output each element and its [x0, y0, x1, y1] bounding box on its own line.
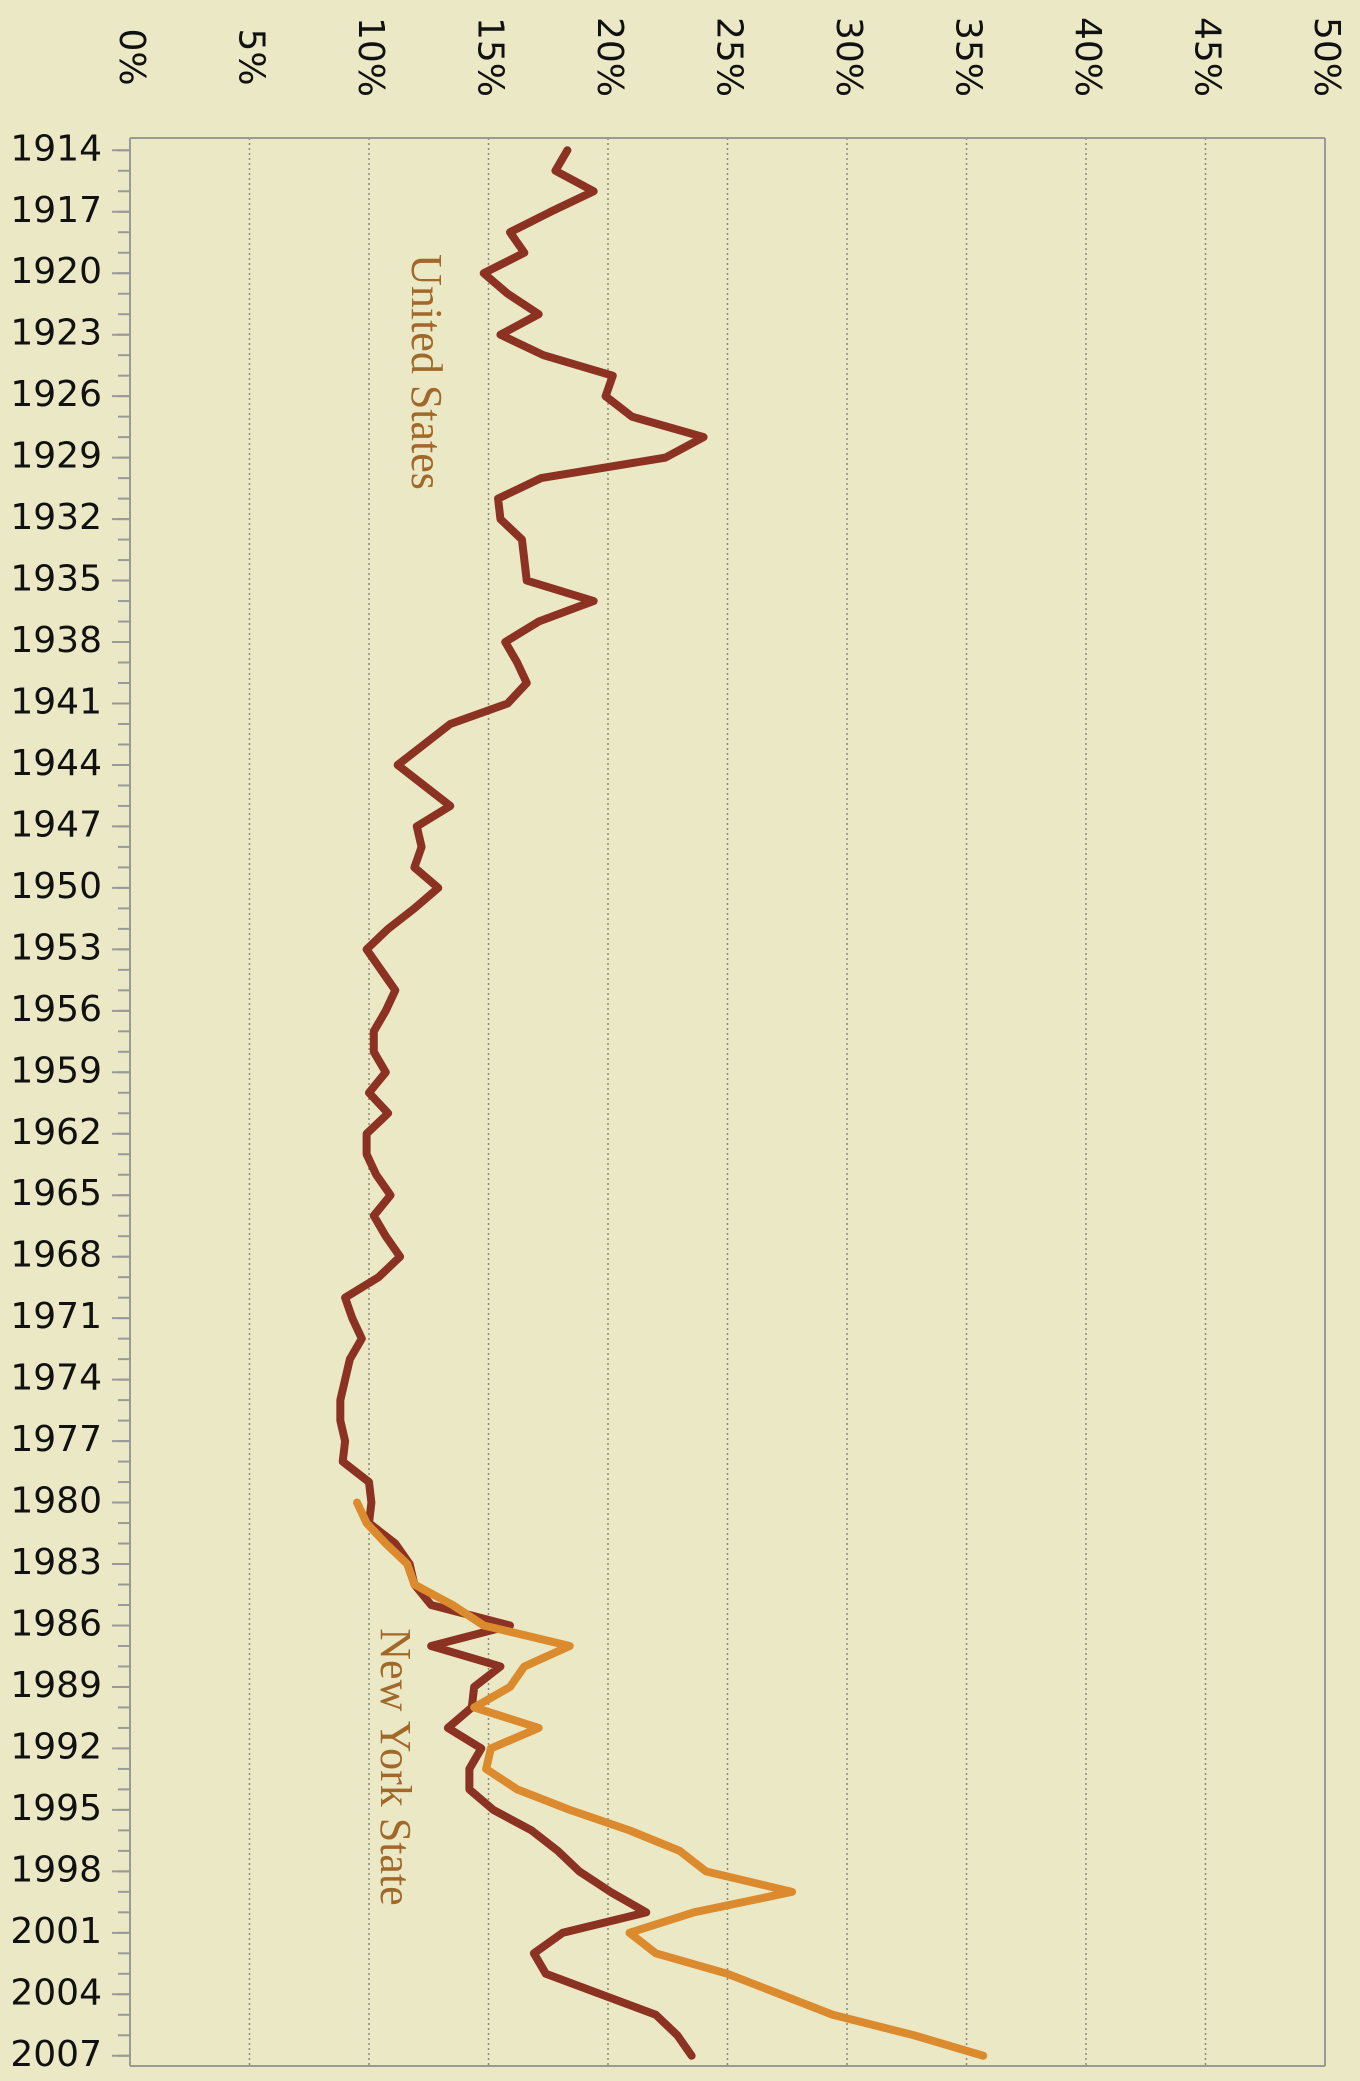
- x-tick-label: 1923: [10, 313, 102, 354]
- x-tick-label: 2007: [10, 2034, 102, 2075]
- line-series: [353, 1498, 988, 2060]
- x-tick-label: 1935: [10, 559, 102, 600]
- y-tick-label: 10%: [350, 17, 391, 97]
- x-tick-label: 1959: [10, 1050, 102, 1091]
- y-tick-label: 50%: [1306, 17, 1347, 97]
- x-tick-label: 1983: [10, 1542, 102, 1583]
- x-tick-label: 1929: [10, 436, 102, 477]
- y-tick-label: 35%: [948, 17, 989, 97]
- x-tick-label: 1953: [10, 927, 102, 968]
- x-tick-label: 1956: [10, 989, 102, 1030]
- x-tick-label: 1986: [10, 1603, 102, 1644]
- x-tick-label: 1968: [10, 1235, 102, 1276]
- x-tick-label: 1920: [10, 251, 102, 292]
- x-tick-label: 1932: [10, 497, 102, 538]
- series-annotation: New York State: [371, 1628, 420, 1905]
- x-tick-label: 1971: [10, 1296, 102, 1337]
- y-tick-label: 25%: [709, 17, 750, 97]
- x-tick-label: 1962: [10, 1112, 102, 1153]
- x-tick-label: 1977: [10, 1419, 102, 1460]
- x-tick-label: 1947: [10, 804, 102, 845]
- x-tick-label: 1950: [10, 866, 102, 907]
- x-tick-label: 2001: [10, 1911, 102, 1952]
- y-tick-label: 0%: [111, 28, 152, 85]
- x-tick-label: 1974: [10, 1358, 102, 1399]
- x-tick-label: 1995: [10, 1788, 102, 1829]
- y-tick-label: 30%: [828, 17, 869, 97]
- series-annotation: United States: [402, 254, 451, 490]
- x-tick-label: 1989: [10, 1665, 102, 1706]
- x-tick-label: 1944: [10, 743, 102, 784]
- x-tick-label: 1917: [10, 190, 102, 231]
- x-tick-label: 1941: [10, 681, 102, 722]
- y-tick-label: 5%: [231, 28, 272, 85]
- y-tick-label: 45%: [1187, 17, 1228, 97]
- y-tick-label: 20%: [589, 17, 630, 97]
- line-series: [336, 146, 708, 2060]
- x-tick-label: 1938: [10, 620, 102, 661]
- x-tick-label: 1992: [10, 1726, 102, 1767]
- x-tick-label: 1914: [10, 128, 102, 169]
- y-tick-label: 40%: [1067, 17, 1108, 97]
- x-tick-label: 1965: [10, 1173, 102, 1214]
- y-tick-label: 15%: [470, 17, 511, 97]
- x-tick-label: 2004: [10, 1972, 102, 2013]
- x-tick-label: 1998: [10, 1849, 102, 1890]
- x-tick-label: 1980: [10, 1481, 102, 1522]
- x-tick-label: 1926: [10, 374, 102, 415]
